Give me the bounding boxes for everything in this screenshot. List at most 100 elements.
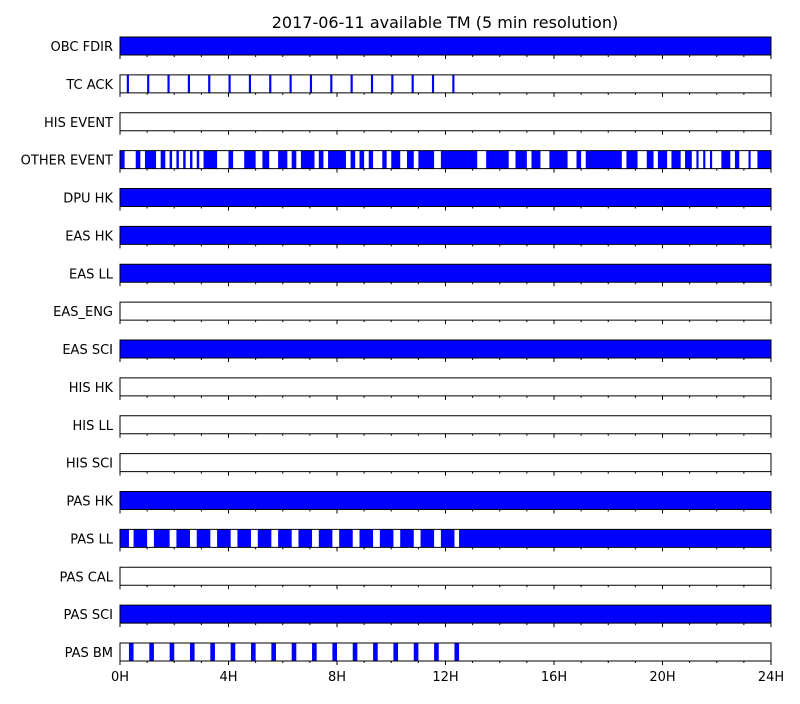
availability-segment	[187, 74, 190, 93]
availability-segment	[454, 643, 460, 661]
availability-segment	[370, 74, 374, 93]
availability-segment	[196, 529, 211, 548]
availability-segment	[350, 150, 356, 169]
availability-segment	[183, 150, 186, 169]
availability-segment	[248, 74, 252, 93]
availability-segment	[133, 529, 148, 548]
availability-segment	[291, 643, 297, 661]
availability-segment	[549, 150, 568, 169]
availability-segment	[531, 150, 541, 169]
availability-segment	[262, 150, 270, 169]
x-tick-label: 4H	[219, 670, 237, 685]
timeline-row: OBC FDIR	[51, 36, 772, 59]
availability-segment	[452, 74, 455, 93]
chart-title: 2017-06-11 available TM (5 min resolutio…	[272, 13, 618, 32]
availability-segment	[128, 643, 134, 661]
availability-segment	[271, 643, 276, 661]
x-tick-label: 16H	[541, 670, 567, 685]
availability-segment	[203, 150, 218, 169]
row-label: HIS HK	[69, 381, 114, 396]
availability-segment	[196, 150, 200, 169]
row-frame	[119, 566, 772, 586]
row-label: OBC FDIR	[51, 40, 114, 55]
availability-segment	[318, 150, 324, 169]
row-label: PAS CAL	[60, 570, 114, 585]
availability-segment	[298, 529, 313, 548]
availability-segment	[400, 529, 414, 548]
timeline-row: EAS HK	[65, 225, 772, 249]
availability-segment	[406, 150, 414, 169]
availability-segment	[120, 188, 771, 207]
availability-segment	[671, 150, 681, 169]
timeline-row: HIS SCI	[66, 453, 772, 476]
x-tick-label: 0H	[111, 670, 129, 685]
availability-segment	[228, 74, 231, 93]
row-label: DPU HK	[63, 192, 113, 207]
timeline-row: HIS LL	[73, 415, 772, 438]
availability-segment	[210, 643, 215, 661]
availability-segment	[420, 529, 435, 548]
availability-segment	[440, 150, 478, 169]
availability-segment	[167, 74, 170, 93]
availability-segment	[251, 643, 256, 661]
timeline-row: EAS SCI	[62, 339, 772, 362]
availability-segment	[391, 150, 401, 169]
availability-segment	[189, 150, 193, 169]
availability-segment	[120, 529, 129, 548]
availability-segment	[149, 643, 154, 661]
row-label: OTHER EVENT	[21, 154, 113, 169]
row-frame	[119, 453, 772, 473]
availability-segment	[300, 150, 315, 169]
availability-segment	[312, 643, 317, 661]
availability-segment	[120, 150, 125, 169]
availability-segment	[169, 643, 175, 661]
availability-segment	[626, 150, 638, 169]
row-label: HIS LL	[73, 419, 114, 434]
availability-segment	[459, 529, 771, 548]
x-tick-label: 24H	[758, 670, 784, 685]
availability-segment	[486, 150, 509, 169]
availability-segment	[278, 150, 288, 169]
x-tick-label: 8H	[328, 670, 346, 685]
timeline-row: EAS_ENG	[53, 301, 772, 325]
availability-segment	[373, 643, 378, 661]
availability-segment	[328, 150, 346, 169]
row-label: PAS LL	[70, 532, 114, 547]
availability-segment	[237, 529, 252, 548]
availability-segment	[359, 529, 374, 548]
availability-segment	[748, 150, 751, 169]
row-label: HIS EVENT	[44, 116, 113, 131]
availability-segment	[332, 643, 337, 661]
availability-segment	[120, 605, 771, 624]
rows-layer: OBC FDIR TC ACK HIS EVENT OTHER EVENT DPU HK…	[21, 36, 772, 665]
row-label: EAS LL	[69, 267, 114, 282]
row-frame	[119, 112, 772, 132]
availability-segment	[585, 150, 622, 169]
availability-segment	[685, 150, 692, 169]
timeline-row: OTHER EVENT	[21, 150, 772, 173]
availability-segment	[440, 529, 455, 548]
availability-segment	[269, 74, 272, 93]
availability-segment	[368, 150, 374, 169]
availability-segment	[734, 150, 740, 169]
timeline-row: PAS HK	[66, 491, 772, 514]
availability-segment	[135, 150, 141, 169]
availability-segment	[350, 74, 353, 93]
availability-segment	[291, 150, 297, 169]
availability-segment	[126, 74, 129, 93]
availability-segment	[208, 74, 211, 93]
timeline-row: HIS EVENT	[44, 112, 772, 135]
availability-segment	[696, 150, 699, 169]
availability-segment	[176, 150, 179, 169]
x-tick-label: 20H	[649, 670, 675, 685]
x-tick-label: 12H	[432, 670, 458, 685]
availability-segment	[411, 74, 414, 93]
availability-segment	[278, 529, 292, 548]
availability-segment	[330, 74, 333, 93]
row-label: PAS HK	[66, 495, 113, 510]
availability-segment	[230, 643, 236, 661]
timeline-row: PAS LL	[70, 528, 772, 552]
availability-segment	[147, 74, 150, 93]
